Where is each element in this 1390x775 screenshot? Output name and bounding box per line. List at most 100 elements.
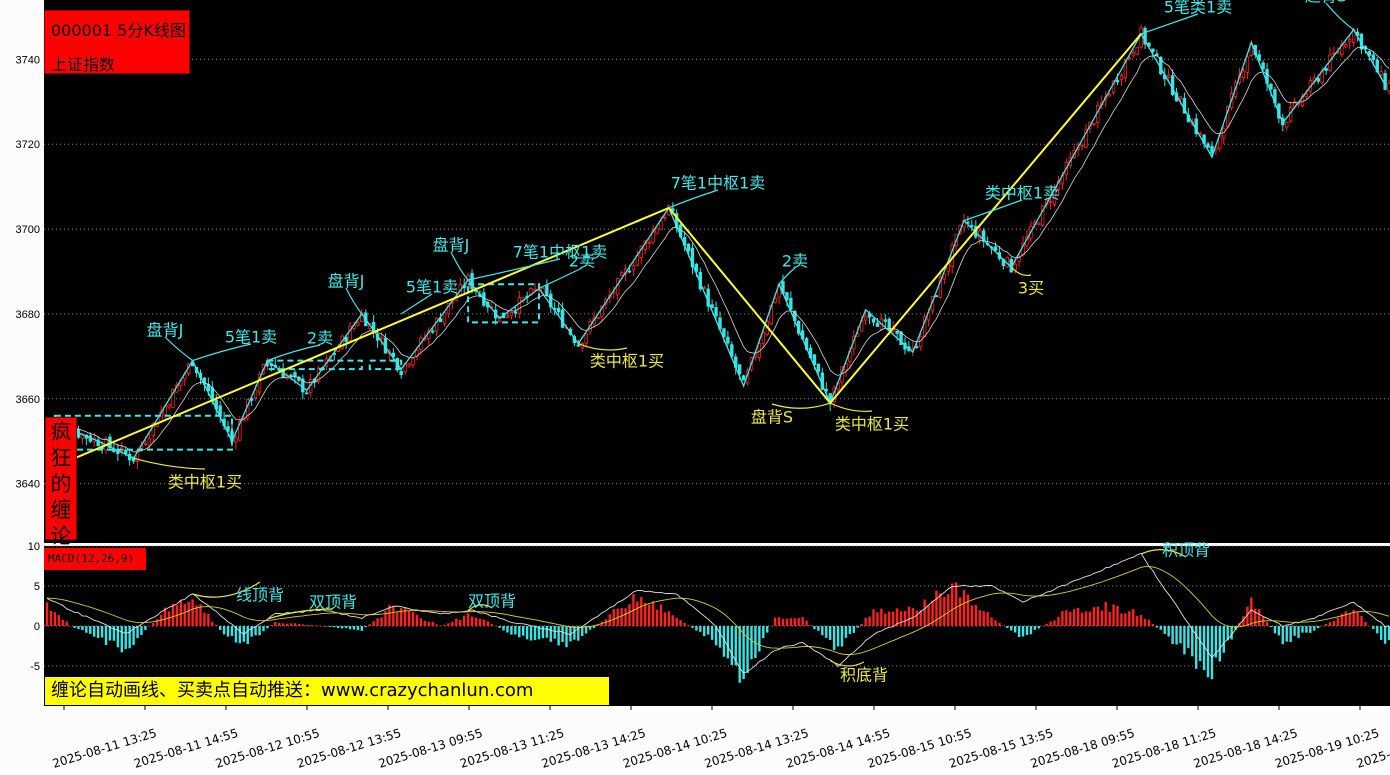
macd-bar: [321, 626, 324, 627]
signal-arrow: [192, 343, 252, 362]
macd-bar: [45, 602, 49, 626]
candle-body: [576, 344, 581, 347]
macd-bar: [844, 626, 848, 638]
candle-body: [124, 449, 128, 455]
candle-body: [871, 318, 876, 323]
macd-bar: [250, 626, 253, 637]
macd-bar: [958, 597, 962, 626]
macd-bar: [309, 625, 312, 626]
macd-bar: [1076, 607, 1080, 626]
signal-arrow: [400, 293, 433, 315]
candle-body: [915, 346, 919, 349]
macd-bar: [939, 593, 942, 626]
macd-bar: [525, 626, 529, 640]
macd-bar: [671, 615, 674, 626]
banner-char: 缠: [50, 498, 72, 522]
macd-bar: [1210, 626, 1214, 680]
macd-bar: [57, 614, 61, 626]
macd-bar: [998, 622, 1001, 626]
macd-signal-arrow: [192, 581, 261, 598]
macd-bar: [864, 617, 867, 626]
chart-title: 000001 5分K线图: [51, 21, 186, 40]
macd-bar: [1151, 623, 1155, 626]
macd-bar: [923, 599, 926, 626]
macd-bar: [1332, 620, 1336, 626]
macd-bar: [919, 610, 922, 626]
macd-bar: [486, 621, 489, 626]
macd-bar: [132, 626, 135, 645]
candle-body: [411, 357, 415, 366]
macd-bar: [1045, 623, 1048, 626]
signal-label: 趋背S: [1305, 0, 1347, 6]
macd-bar: [1214, 626, 1218, 658]
candle-body: [655, 227, 659, 234]
banner-char: 的: [50, 472, 72, 496]
macd-bar: [183, 603, 186, 626]
signal-label: 7笔1中枢1卖: [513, 243, 608, 262]
zhongshu-box: [467, 283, 540, 324]
macd-bar: [376, 618, 379, 626]
macd-bar: [990, 617, 993, 626]
macd-bar: [215, 624, 218, 626]
macd-bar: [270, 625, 273, 626]
signal-arrow: [267, 344, 321, 362]
candle-body: [1092, 123, 1096, 126]
macd-signal-label: 积顶背: [1162, 541, 1210, 560]
macd-bar: [1183, 626, 1186, 655]
macd-bar: [868, 616, 871, 626]
macd-bar: [313, 625, 316, 626]
macd-dea-line: [46, 566, 1390, 655]
macd-bar: [167, 611, 171, 626]
macd-bar: [683, 622, 686, 626]
signal-arrow: [450, 251, 469, 281]
macd-bar: [1230, 626, 1233, 640]
macd-bar: [911, 608, 915, 626]
macd-bar: [1198, 626, 1202, 661]
candle-body: [1348, 39, 1352, 43]
signal-label: 盘背J: [147, 321, 184, 340]
macd-bar: [297, 623, 301, 626]
macd-bar: [199, 604, 202, 626]
banner-char: 狂: [50, 446, 72, 470]
candle-body: [1383, 73, 1387, 90]
candle-body: [1052, 186, 1057, 205]
macd-bar: [655, 609, 659, 626]
candle-body: [1178, 95, 1183, 100]
macd-bar: [703, 626, 706, 637]
macd-bar: [53, 612, 57, 626]
macd-bar: [470, 616, 474, 626]
macd-bar: [301, 624, 305, 626]
macd-bar: [462, 615, 466, 626]
candle-body: [663, 216, 667, 219]
candle-body: [517, 297, 521, 314]
macd-bar: [77, 626, 80, 630]
macd-bar: [246, 626, 249, 645]
macd-bar: [258, 626, 261, 636]
signal-arrow: [771, 402, 831, 409]
macd-bar: [344, 626, 348, 629]
candle-body: [1107, 94, 1112, 97]
signal-label: 盘背S: [751, 408, 793, 427]
candle-body: [694, 263, 699, 272]
y-tick-label: 3740: [16, 54, 40, 66]
candle-body: [167, 404, 171, 408]
macd-bar: [888, 611, 891, 626]
candle-body: [143, 443, 148, 445]
macd-bar: [1069, 611, 1072, 626]
macd-bar: [1002, 625, 1005, 627]
signal-label: 5笔类1卖: [1164, 0, 1232, 17]
macd-bar: [1336, 617, 1340, 626]
candle-body: [981, 230, 986, 242]
candle-body: [151, 423, 155, 437]
macd-bar: [1084, 611, 1088, 626]
macd-bar: [781, 618, 785, 626]
macd-bar: [966, 594, 970, 626]
macd-bar: [691, 626, 694, 628]
macd-bar: [1080, 612, 1084, 626]
candle-body: [1344, 43, 1348, 48]
macd-bar: [281, 623, 285, 626]
candle-body: [344, 336, 348, 342]
macd-bar: [1202, 626, 1206, 671]
macd-bar: [624, 608, 627, 626]
candle-body: [1387, 82, 1390, 92]
